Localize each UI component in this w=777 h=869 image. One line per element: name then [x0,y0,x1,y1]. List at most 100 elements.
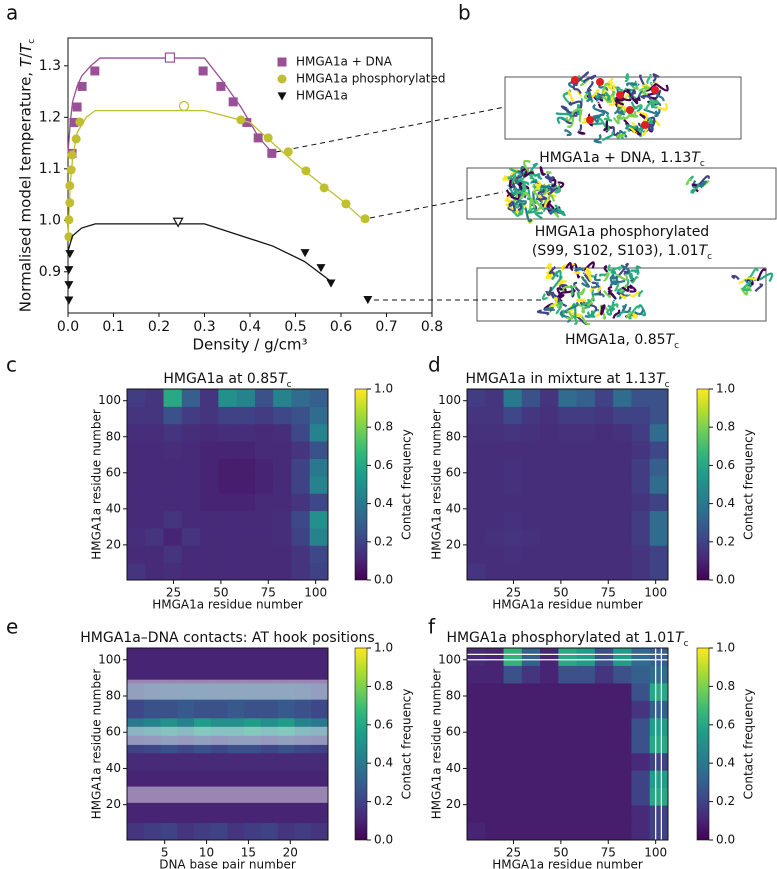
heat-cell [127,510,146,529]
fit-curve [67,223,333,283]
chart: 25 50 75 100 20 40 60 80 100 HMGA1a at 0.85Tc HMGA… [90,371,414,612]
heat-cell [558,389,578,407]
heat-cell [145,458,165,477]
heat-cell [160,805,178,824]
heat-cell [467,787,486,806]
y-tick-label: 40 [106,501,121,515]
heat-cell [244,700,262,719]
heat-cell [210,770,228,789]
molecule [641,121,649,129]
heat-cell [127,389,146,407]
marker [64,215,74,225]
molecule [602,131,615,142]
marker [64,281,74,290]
marker [216,81,226,91]
heat-cell [311,717,329,736]
heat-cell [540,735,559,754]
heat-cell [294,787,312,806]
legend-marker [277,57,287,67]
heat-cell [127,822,145,841]
heat-cell [143,717,161,736]
plot-frame [126,647,329,841]
heat-cell [594,735,614,754]
molecule [690,184,700,194]
colorbar-tick-label: 0.2 [716,534,735,548]
heat-cell [309,562,329,581]
heat-cell [127,545,146,564]
molecule [556,287,563,298]
heat-cell [613,389,632,407]
heat-cell [613,441,632,459]
heat-cell [294,648,312,666]
heat-cell [503,423,523,442]
heat-cell [181,423,201,442]
colorbar-tick-label: 0.4 [374,756,393,770]
heat-cell [613,562,632,581]
heat-cell [485,735,505,754]
molecule [652,73,660,83]
heat-cell [503,510,523,529]
molecule [625,124,638,133]
marker [65,250,75,259]
heat-cell [210,787,228,806]
molecule [508,200,516,212]
heat-cell [649,475,669,494]
molecule [522,191,531,199]
heat-cell [594,665,614,684]
molecule [533,173,543,181]
molecule [634,309,645,316]
heat-cell [521,423,541,442]
heat-cell [163,510,183,529]
heat-cell [143,648,161,666]
y-tick-label: 1.3 [39,58,61,74]
heat-cell [177,822,195,841]
molecule [560,105,573,115]
colorbar-tick-label: 0.2 [374,534,393,548]
heat-cell [485,717,505,736]
plot-frame [466,388,669,581]
heat-cell [521,735,541,754]
heat-cell [631,406,651,425]
molecule [517,179,530,186]
heat-cell [467,682,486,701]
molecule [614,104,623,115]
heat-cell [309,423,329,442]
molecule [550,275,563,292]
heat-cell [485,648,505,666]
heat-cell [244,752,262,771]
heat-cell [631,770,651,789]
molecule [548,209,559,214]
heat-cell [261,787,279,806]
molecule [615,273,629,281]
heat-cell [291,527,311,546]
heat-cell [163,493,183,512]
molecule [591,289,595,302]
heat-cell [649,752,669,771]
molecule [630,89,636,98]
x-tick-label: 25 [506,846,521,860]
molecule [685,178,693,186]
heat-cell [649,700,669,719]
heat-cell [236,423,256,442]
x-tick-label: 100 [644,586,667,600]
colorbar-tick-label: 0.8 [716,679,735,693]
y-tick-label: 60 [446,725,461,739]
plot-frame [126,388,329,581]
legend-marker [277,92,287,101]
molecule [559,310,572,323]
heat-cell [613,406,632,425]
heat-cell [194,787,212,806]
molecule [544,175,556,182]
colorbar [354,388,368,581]
heat-cell [594,527,614,546]
heat-cell [576,423,596,442]
heat-cell [254,510,274,529]
colorbar-tick-label: 0.0 [374,833,393,847]
molecule [570,312,582,318]
marker [72,102,82,112]
y-axis-label: Normalised model temperature, T/Tc [17,39,37,312]
heat-cell [254,441,274,459]
molecule [621,303,628,312]
heat-cell [540,648,559,666]
heat-cell [558,682,578,701]
